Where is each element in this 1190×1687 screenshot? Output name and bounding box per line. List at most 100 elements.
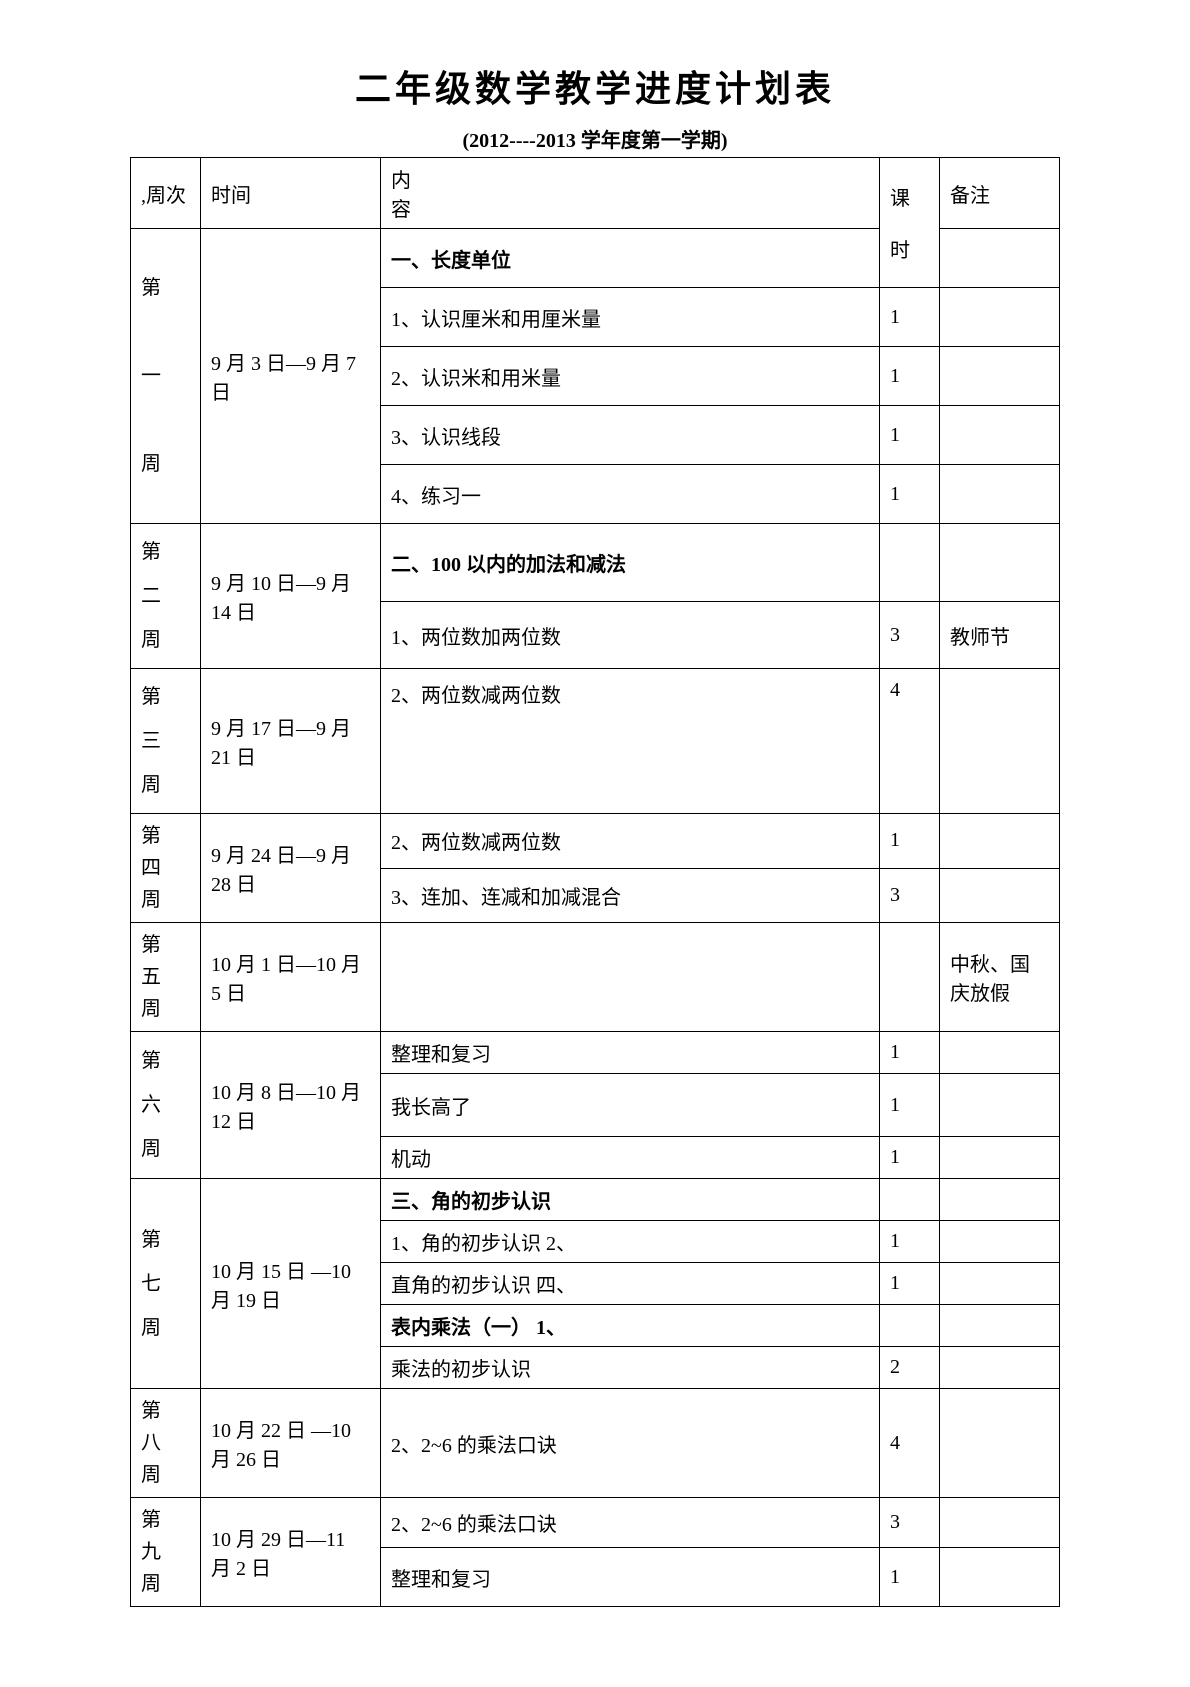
note-cell [940, 814, 1060, 869]
week-cell: 第二周 [131, 524, 201, 669]
content-cell: 直角的初步认识 四、 [381, 1263, 880, 1305]
header-content-top: 内 [391, 170, 411, 192]
note-cell [940, 1548, 1060, 1607]
hours-cell: 1 [880, 814, 940, 869]
hours-cell: 1 [880, 406, 940, 465]
content-cell: 2、两位数减两位数 [381, 814, 880, 869]
hours-cell: 4 [880, 1389, 940, 1498]
note-cell [940, 1137, 1060, 1179]
note-cell [940, 1305, 1060, 1347]
content-cell: 三、角的初步认识 [381, 1179, 880, 1221]
table-row: 第七周 10 月 15 日 —10 月 19 日 三、角的初步认识 [131, 1179, 1060, 1221]
week-label: 一 [141, 365, 161, 387]
hours-cell [880, 923, 940, 1032]
time-cell: 9 月 24 日—9 月 28 日 [201, 814, 381, 923]
week-cell: 第六周 [131, 1032, 201, 1179]
page: 二年级数学教学进度计划表 (2012----2013 学年度第一学期) ,周次 … [0, 0, 1190, 1687]
note-cell [940, 406, 1060, 465]
week-cell: 第四周 [131, 814, 201, 923]
note-cell [940, 229, 1060, 288]
note-cell [940, 1389, 1060, 1498]
content-cell [381, 923, 880, 1032]
table-row: 第四周 9 月 24 日—9 月 28 日 2、两位数减两位数 1 [131, 814, 1060, 869]
note-cell [940, 1263, 1060, 1305]
note-cell [940, 1074, 1060, 1137]
time-cell: 9 月 3 日—9 月 7 日 [201, 229, 381, 524]
note-cell [940, 288, 1060, 347]
week-cell: 第 一 周 [131, 229, 201, 524]
content-cell: 1、认识厘米和用厘米量 [381, 288, 880, 347]
header-content: 内 容 [381, 158, 880, 229]
hours-cell: 1 [880, 1137, 940, 1179]
table-row: 第八周 10 月 22 日 —10 月 26 日 2、2~6 的乘法口诀 4 [131, 1389, 1060, 1498]
content-cell: 4、练习一 [381, 465, 880, 524]
time-cell: 9 月 10 日—9 月 14 日 [201, 524, 381, 669]
content-cell: 2、认识米和用米量 [381, 347, 880, 406]
hours-cell: 1 [880, 347, 940, 406]
hours-cell [880, 1305, 940, 1347]
header-note: 备注 [940, 158, 1060, 229]
header-hours: 课 时 [880, 158, 940, 288]
content-cell: 2、2~6 的乘法口诀 [381, 1498, 880, 1548]
content-cell: 我长高了 [381, 1074, 880, 1137]
hours-cell: 3 [880, 602, 940, 669]
time-cell: 10 月 1 日—10 月 5 日 [201, 923, 381, 1032]
week-cell: 第五周 [131, 923, 201, 1032]
page-title: 二年级数学教学进度计划表 [130, 60, 1060, 112]
schedule-table: ,周次 时间 内 容 课 时 备注 第 一 周 9 月 3 日—9 月 7 日 … [130, 157, 1060, 1607]
hours-cell: 2 [880, 1347, 940, 1389]
hours-cell: 1 [880, 1074, 940, 1137]
header-week: ,周次 [131, 158, 201, 229]
header-time: 时间 [201, 158, 381, 229]
hours-cell: 1 [880, 288, 940, 347]
week-cell: 第三周 [131, 669, 201, 814]
page-subtitle: (2012----2013 学年度第一学期) [130, 124, 1060, 153]
time-cell: 10 月 29 日—11 月 2 日 [201, 1498, 381, 1607]
content-cell: 2、2~6 的乘法口诀 [381, 1389, 880, 1498]
hours-cell: 3 [880, 1498, 940, 1548]
content-cell: 整理和复习 [381, 1548, 880, 1607]
hours-cell: 1 [880, 465, 940, 524]
table-row: 第二周 9 月 10 日—9 月 14 日 二、100 以内的加法和减法 [131, 524, 1060, 602]
note-cell [940, 1498, 1060, 1548]
note-cell [940, 1179, 1060, 1221]
note-cell [940, 465, 1060, 524]
week-cell: 第八周 [131, 1389, 201, 1498]
table-row: 第三周 9 月 17 日—9 月 21 日 2、两位数减两位数 4 [131, 669, 1060, 814]
header-hours-bottom: 时 [890, 240, 910, 262]
header-content-bottom: 容 [391, 199, 411, 221]
note-cell [940, 1221, 1060, 1263]
time-cell: 10 月 22 日 —10 月 26 日 [201, 1389, 381, 1498]
note-cell: 中秋、国庆放假 [940, 923, 1060, 1032]
note-cell [940, 1032, 1060, 1074]
hours-cell: 1 [880, 1548, 940, 1607]
hours-cell [880, 524, 940, 602]
time-cell: 10 月 8 日—10 月 12 日 [201, 1032, 381, 1179]
table-header-row: ,周次 时间 内 容 课 时 备注 [131, 158, 1060, 229]
table-row: 第五周 10 月 1 日—10 月 5 日 中秋、国庆放假 [131, 923, 1060, 1032]
note-cell [940, 868, 1060, 923]
content-cell: 机动 [381, 1137, 880, 1179]
content-cell: 一、长度单位 [381, 229, 880, 288]
hours-cell: 1 [880, 1263, 940, 1305]
note-cell [940, 524, 1060, 602]
week-cell: 第七周 [131, 1179, 201, 1389]
note-cell [940, 669, 1060, 814]
content-cell: 整理和复习 [381, 1032, 880, 1074]
note-cell [940, 347, 1060, 406]
content-cell: 3、连加、连减和加减混合 [381, 868, 880, 923]
table-row: 第九周 10 月 29 日—11 月 2 日 2、2~6 的乘法口诀 3 [131, 1498, 1060, 1548]
note-cell [940, 1347, 1060, 1389]
hours-cell: 3 [880, 868, 940, 923]
table-row: 第六周 10 月 8 日—10 月 12 日 整理和复习 1 [131, 1032, 1060, 1074]
hours-cell [880, 1179, 940, 1221]
content-cell: 1、两位数加两位数 [381, 602, 880, 669]
time-cell: 9 月 17 日—9 月 21 日 [201, 669, 381, 814]
content-cell: 表内乘法（一） 1、 [381, 1305, 880, 1347]
hours-cell: 1 [880, 1221, 940, 1263]
note-cell: 教师节 [940, 602, 1060, 669]
hours-cell: 4 [880, 669, 940, 814]
header-hours-top: 课 [890, 188, 910, 210]
week-label: 第 [141, 277, 161, 299]
content-cell: 乘法的初步认识 [381, 1347, 880, 1389]
